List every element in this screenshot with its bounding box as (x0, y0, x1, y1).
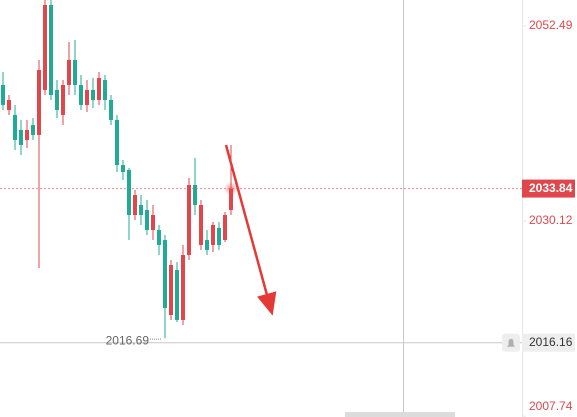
candle-body (217, 227, 221, 245)
candle-body (175, 270, 179, 320)
candle-body (49, 4, 53, 96)
candle-body (25, 129, 29, 141)
candle-body (223, 214, 227, 241)
candle-body (169, 265, 173, 315)
candle-body (7, 99, 11, 111)
candle-body (157, 229, 161, 245)
crosshair-label-box (522, 333, 575, 352)
candle-body (115, 119, 119, 166)
price-label: 2033.84 (529, 181, 573, 195)
candle-body (79, 85, 83, 105)
candle-body (187, 185, 191, 256)
candle-body (73, 59, 77, 86)
candle-body (121, 165, 125, 173)
candle-body (103, 80, 107, 100)
candle-body (109, 99, 113, 120)
candle-body (37, 70, 41, 135)
candle-body (127, 170, 131, 215)
candle-body (199, 204, 203, 245)
bell-icon (507, 338, 515, 347)
time-marker (345, 412, 455, 417)
candle-body (163, 240, 167, 309)
candle-body (229, 188, 233, 211)
candle-body (55, 89, 59, 111)
candle-body (19, 129, 23, 145)
candle-body (133, 195, 137, 215)
candle-body (85, 89, 89, 105)
candle-body (43, 4, 47, 90)
low-annotation: 2016.69 (106, 333, 150, 347)
y-tick-label: 2052.49 (529, 18, 573, 32)
candle-body (151, 214, 155, 230)
candle-body (1, 85, 5, 105)
candle-body (97, 78, 101, 100)
candle-body (91, 89, 95, 100)
candle-body (139, 204, 143, 215)
candle-body (13, 114, 17, 141)
arrow (224, 144, 277, 316)
candle-body (61, 85, 65, 115)
candle-body (205, 240, 209, 251)
y-tick-label: 2030.12 (529, 213, 573, 227)
candle-body (145, 210, 149, 230)
candle-body (211, 225, 215, 245)
candle-body (193, 185, 197, 205)
y-tick-label: 2007.74 (529, 399, 573, 413)
crosshair-label: 2016.16 (529, 335, 573, 349)
candle-body (31, 125, 35, 135)
candle-body (67, 59, 71, 86)
price-label-box (522, 179, 575, 198)
candle-body (181, 255, 185, 320)
last-price-glow (224, 181, 238, 196)
